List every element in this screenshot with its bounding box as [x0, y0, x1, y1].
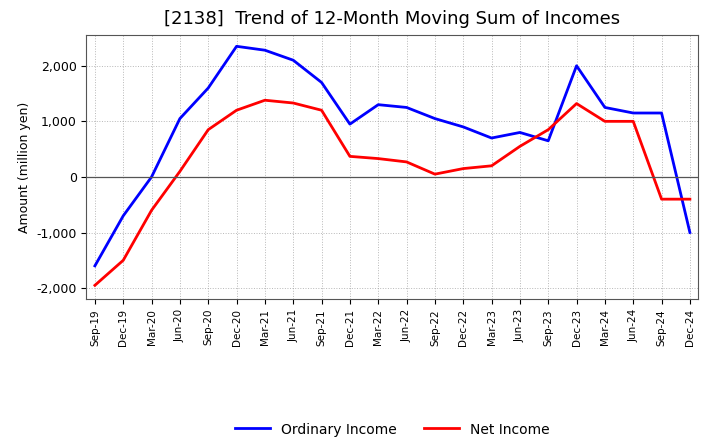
Net Income — [544, 127, 552, 132]
Ordinary Income — [572, 63, 581, 68]
Ordinary Income — [176, 116, 184, 121]
Ordinary Income — [600, 105, 609, 110]
Ordinary Income — [261, 48, 269, 53]
Net Income — [289, 100, 297, 106]
Ordinary Income — [148, 174, 156, 180]
Ordinary Income — [431, 116, 439, 121]
Ordinary Income — [233, 44, 241, 49]
Net Income — [148, 208, 156, 213]
Line: Net Income: Net Income — [95, 100, 690, 285]
Net Income — [685, 197, 694, 202]
Net Income — [657, 197, 666, 202]
Net Income — [487, 163, 496, 169]
Y-axis label: Amount (million yen): Amount (million yen) — [18, 102, 31, 233]
Line: Ordinary Income: Ordinary Income — [95, 46, 690, 266]
Ordinary Income — [91, 263, 99, 268]
Ordinary Income — [318, 80, 326, 85]
Net Income — [233, 108, 241, 113]
Net Income — [516, 144, 524, 149]
Net Income — [374, 156, 382, 161]
Ordinary Income — [289, 58, 297, 63]
Ordinary Income — [629, 110, 637, 116]
Net Income — [91, 282, 99, 288]
Legend: Ordinary Income, Net Income: Ordinary Income, Net Income — [230, 417, 555, 440]
Ordinary Income — [346, 121, 354, 127]
Ordinary Income — [119, 213, 127, 219]
Ordinary Income — [685, 230, 694, 235]
Title: [2138]  Trend of 12-Month Moving Sum of Incomes: [2138] Trend of 12-Month Moving Sum of I… — [164, 10, 621, 28]
Net Income — [459, 166, 467, 171]
Net Income — [600, 119, 609, 124]
Ordinary Income — [374, 102, 382, 107]
Ordinary Income — [544, 138, 552, 143]
Ordinary Income — [516, 130, 524, 135]
Net Income — [119, 258, 127, 263]
Net Income — [346, 154, 354, 159]
Net Income — [431, 172, 439, 177]
Ordinary Income — [487, 136, 496, 141]
Ordinary Income — [459, 124, 467, 129]
Net Income — [204, 127, 212, 132]
Net Income — [402, 159, 411, 165]
Net Income — [176, 169, 184, 174]
Net Income — [572, 101, 581, 106]
Ordinary Income — [402, 105, 411, 110]
Net Income — [318, 108, 326, 113]
Ordinary Income — [204, 85, 212, 91]
Ordinary Income — [657, 110, 666, 116]
Net Income — [629, 119, 637, 124]
Net Income — [261, 98, 269, 103]
